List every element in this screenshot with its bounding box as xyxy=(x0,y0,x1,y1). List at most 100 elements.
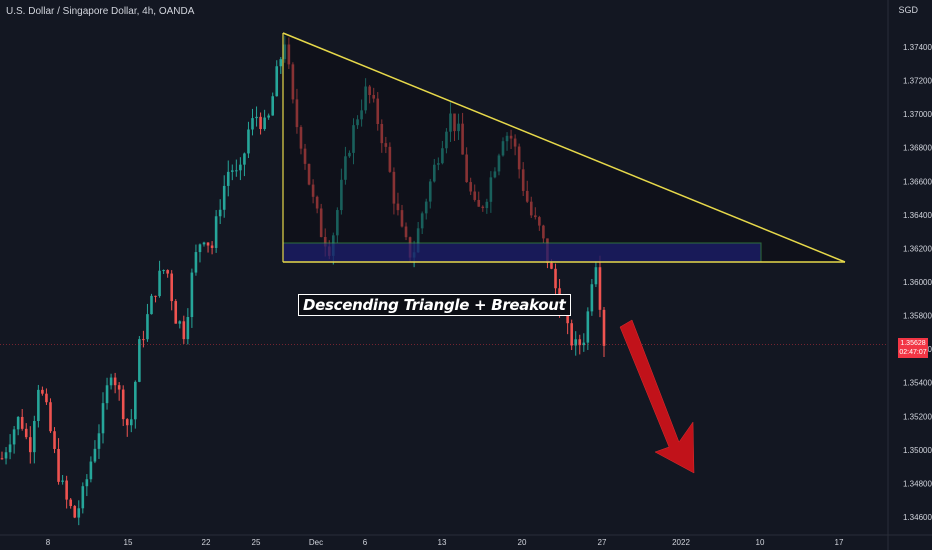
candle-body xyxy=(578,339,582,346)
candle-body xyxy=(226,171,230,186)
candle-body xyxy=(142,339,145,341)
candle-body xyxy=(73,506,77,518)
candle-body xyxy=(89,461,93,480)
candle-body xyxy=(255,116,258,119)
candle-body xyxy=(150,295,153,315)
candle-body xyxy=(41,389,44,394)
currency-label: SGD xyxy=(898,5,918,15)
candle-body xyxy=(77,508,81,518)
candle-body xyxy=(158,270,161,297)
candle-body xyxy=(594,267,598,285)
candle-body xyxy=(465,154,468,183)
candle-body xyxy=(376,98,380,124)
candle-body xyxy=(380,123,384,144)
candle-body xyxy=(388,146,392,172)
candle-body xyxy=(437,163,440,165)
chart-title: U.S. Dollar / Singapore Dollar, 4h, OAND… xyxy=(6,6,195,17)
candle-body xyxy=(287,44,291,65)
candle-body xyxy=(461,123,464,155)
candle-body xyxy=(570,323,573,346)
candle-body xyxy=(186,317,190,340)
candle-body xyxy=(307,163,311,185)
candle-body xyxy=(65,480,68,500)
candles xyxy=(0,35,606,526)
pattern-annotation[interactable]: Descending Triangle + Breakout xyxy=(298,294,571,316)
candle-body xyxy=(182,321,186,340)
candle-body xyxy=(550,262,553,269)
candle-body xyxy=(121,389,125,420)
candle-body xyxy=(428,181,432,202)
y-tick-label: 1.35000 xyxy=(903,446,932,455)
candle-body xyxy=(340,179,343,211)
candle-body xyxy=(368,86,371,96)
candle-body xyxy=(12,429,16,445)
candle-body xyxy=(336,210,339,236)
candle-body xyxy=(303,148,307,164)
candle-body xyxy=(251,118,254,130)
candle-body xyxy=(61,480,64,482)
y-tick-label: 1.36200 xyxy=(903,244,932,253)
candle-body xyxy=(105,385,109,404)
y-tick-label: 1.36800 xyxy=(903,144,932,153)
candle-body xyxy=(566,313,569,324)
candle-body xyxy=(356,119,359,126)
candle-body xyxy=(170,273,173,302)
candle-body xyxy=(441,148,444,164)
candle-body xyxy=(263,117,266,130)
candle-body xyxy=(392,171,396,204)
y-tick-label: 1.37400 xyxy=(903,43,932,52)
y-tick-label: 1.34800 xyxy=(903,479,932,488)
candle-body xyxy=(509,135,513,139)
candle-body xyxy=(416,228,420,253)
bar-countdown: 02:47:07 xyxy=(899,349,927,356)
y-tick-label: 1.36400 xyxy=(903,211,932,220)
candle-body xyxy=(574,339,578,346)
candle-body xyxy=(267,115,270,118)
candle-body xyxy=(247,129,250,154)
candle-body xyxy=(424,201,428,214)
last-price-tag: 1.35628 02:47:07 xyxy=(898,338,928,358)
candle-body xyxy=(57,448,60,482)
last-price: 1.35628 xyxy=(900,340,926,347)
candle-body xyxy=(69,499,72,507)
candle-body xyxy=(291,64,295,100)
candle-body xyxy=(534,215,537,218)
candle-body xyxy=(0,458,4,460)
candle-body xyxy=(194,252,198,273)
candle-body xyxy=(586,311,590,343)
candle-body xyxy=(271,96,274,116)
candle-body xyxy=(384,143,388,147)
support-zone xyxy=(282,242,762,263)
candle-body xyxy=(117,385,121,390)
candle-body xyxy=(554,268,557,289)
y-tick-label: 1.35200 xyxy=(903,412,932,421)
candle-body xyxy=(481,206,485,209)
candle-body xyxy=(178,321,182,324)
x-tick-label: 27 xyxy=(598,538,607,547)
candle-body xyxy=(134,381,137,420)
candle-body xyxy=(453,113,456,132)
x-tick-label: 6 xyxy=(363,538,368,547)
y-tick-label: 1.36000 xyxy=(903,278,932,287)
x-tick-label: 17 xyxy=(835,538,844,547)
x-tick-label: 22 xyxy=(202,538,211,547)
candle-body xyxy=(513,138,517,147)
candle-body xyxy=(501,141,505,156)
y-tick-label: 1.37000 xyxy=(903,110,932,119)
candle-body xyxy=(4,452,8,459)
candle-body xyxy=(85,479,89,487)
candle-body xyxy=(396,203,400,211)
candle-body xyxy=(279,59,283,67)
x-tick-label: 2022 xyxy=(672,538,690,547)
x-tick-label: 10 xyxy=(756,538,765,547)
candle-body xyxy=(202,242,206,245)
y-axis: 1.37400 1.37200 1.37000 1.36800 1.36600 1.364… xyxy=(903,43,932,522)
y-tick-label: 1.36600 xyxy=(903,177,932,186)
candle-body xyxy=(222,185,226,210)
candle-body xyxy=(485,201,489,209)
candle-body xyxy=(517,146,521,170)
candle-body xyxy=(259,116,262,130)
y-tick-label: 1.35800 xyxy=(903,312,932,321)
